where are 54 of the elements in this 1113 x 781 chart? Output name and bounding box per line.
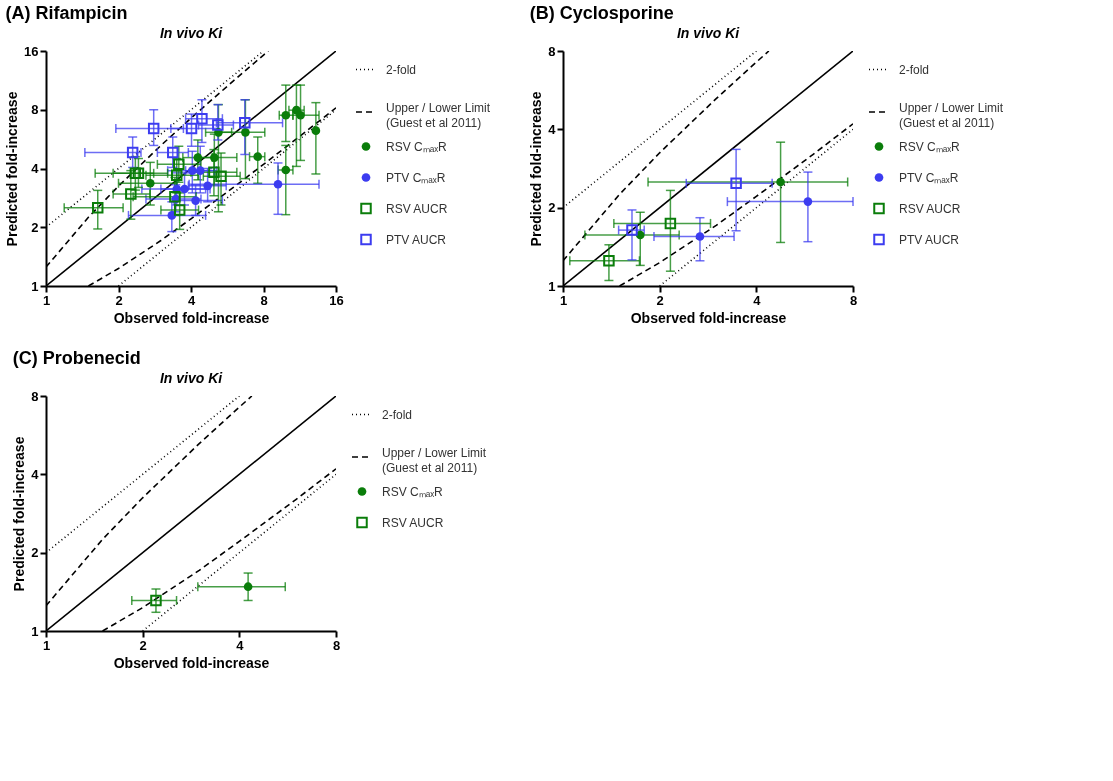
x-tick-label: 1 xyxy=(42,292,51,308)
legend-label: 2-fold xyxy=(386,62,417,77)
legend-label: Upper / Lower Limit (Guest et al 2011) xyxy=(382,446,487,475)
x-tick-label: 8 xyxy=(332,637,341,653)
x-tick-label: 1 xyxy=(42,637,51,653)
x-axis-title: Observed fold-increase xyxy=(113,309,270,326)
x-tick-label: 1 xyxy=(559,292,568,308)
legend-label: 2-fold xyxy=(899,62,930,77)
chart-subtitle: In vivo Ki xyxy=(159,25,224,41)
x-tick-label: 2 xyxy=(139,637,147,653)
x-tick-label: 8 xyxy=(260,292,268,308)
legend-label: RSV CₘₐₓR xyxy=(386,139,448,154)
x-tick-label: 4 xyxy=(753,292,762,308)
legend-label: PTV AUCR xyxy=(386,232,447,247)
legend-label: PTV CₘₐₓR xyxy=(899,170,959,185)
y-axis-title: Predicted fold-increase xyxy=(528,91,545,247)
y-tick-label: 1 xyxy=(31,623,39,639)
y-tick-label: 8 xyxy=(31,102,39,118)
y-tick-label: 4 xyxy=(548,121,557,137)
x-axis-title: Observed fold-increase xyxy=(630,309,787,326)
x-axis-title: Observed fold-increase xyxy=(113,654,270,671)
y-tick-label: 4 xyxy=(31,466,40,482)
legend-label: 2-fold xyxy=(382,407,413,422)
legend-label: RSV AUCR xyxy=(382,515,444,530)
legend-label: PTV CₘₐₓR xyxy=(386,170,446,185)
y-axis-title: Predicted fold-increase xyxy=(11,436,28,592)
y-tick-label: 8 xyxy=(548,43,556,59)
chart-subtitle: In vivo Ki xyxy=(159,370,224,386)
y-tick-label: 2 xyxy=(548,200,556,216)
y-tick-label: 8 xyxy=(31,388,39,404)
x-tick-label: 8 xyxy=(849,292,858,308)
y-tick-label: 2 xyxy=(31,545,39,561)
y-axis-title: Predicted fold-increase xyxy=(4,91,21,247)
x-tick-label: 2 xyxy=(115,292,123,308)
y-tick-label: 1 xyxy=(31,278,39,294)
legend-label: RSV CₘₐₓR xyxy=(899,139,961,154)
y-tick-label: 2 xyxy=(31,219,39,235)
y-tick-label: 16 xyxy=(24,43,39,59)
x-tick-label: 16 xyxy=(329,292,344,308)
legend-label: RSV CₘₐₓR xyxy=(382,484,444,499)
legend-label: Upper / Lower Limit (Guest et al 2011) xyxy=(899,101,1004,130)
y-tick-label: 4 xyxy=(31,161,40,176)
chart-title: (A) Rifampicin xyxy=(5,3,128,23)
chart-title: (B) Cyclosporine xyxy=(529,3,674,23)
x-tick-label: 4 xyxy=(187,292,196,308)
x-tick-label: 4 xyxy=(236,637,245,653)
y-tick-label: 1 xyxy=(548,278,556,294)
legend-label: RSV AUCR xyxy=(899,201,961,216)
legend-label: RSV AUCR xyxy=(386,201,448,216)
chart-title: (C) Probenecid xyxy=(12,348,141,368)
legend-label: PTV AUCR xyxy=(899,232,960,247)
chart-subtitle: In vivo Ki xyxy=(676,25,741,41)
legend-label: Upper / Lower Limit (Guest et al 2011) xyxy=(386,101,491,130)
x-tick-label: 2 xyxy=(656,292,664,308)
